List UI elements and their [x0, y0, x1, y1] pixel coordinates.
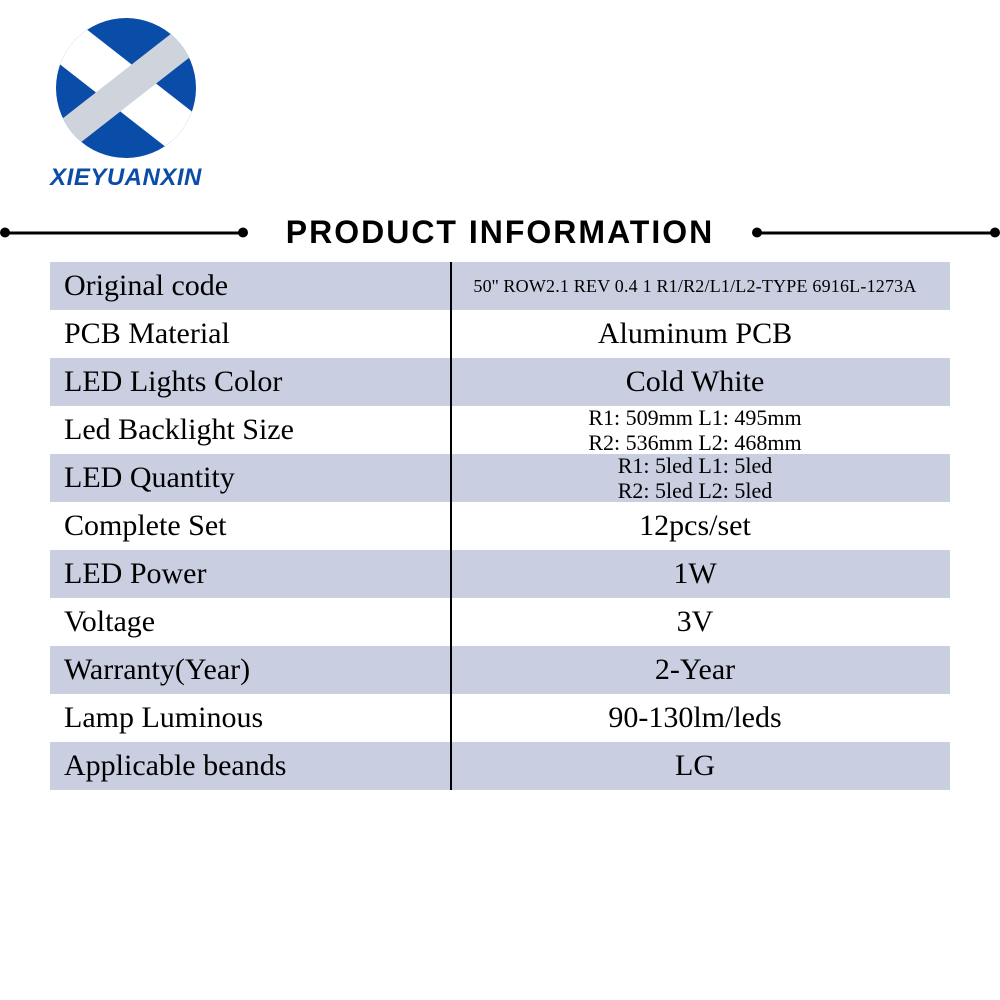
- spec-value: 3V: [450, 606, 950, 638]
- spec-label: Led Backlight Size: [50, 413, 450, 447]
- spec-value: 1W: [450, 558, 950, 590]
- table-row: LED Lights ColorCold White: [50, 358, 950, 406]
- brand-name: XIEYUANXIN: [36, 164, 216, 192]
- logo-circle: ✦: [56, 18, 196, 158]
- spec-value-line: R1: 5led L1: 5led: [450, 454, 940, 477]
- spec-value: LG: [450, 750, 950, 782]
- spec-value: 90-130lm/leds: [450, 702, 950, 734]
- table-row: PCB MaterialAluminum PCB: [50, 310, 950, 358]
- spec-value: Aluminum PCB: [450, 318, 950, 350]
- brand-logo-block: ✦ XIEYUANXIN: [36, 18, 216, 192]
- logo-star-icon: ✦: [82, 46, 97, 67]
- table-row: Voltage3V: [50, 598, 950, 646]
- table-row: Applicable beandsLG: [50, 742, 950, 790]
- table-row: Complete Set12pcs/set: [50, 502, 950, 550]
- spec-label: Lamp Luminous: [50, 701, 450, 735]
- spec-value-line: R1: 509mm L1: 495mm: [450, 406, 940, 429]
- spec-label: LED Power: [50, 557, 450, 591]
- section-title: PRODUCT INFORMATION: [268, 214, 732, 251]
- spec-label: PCB Material: [50, 317, 450, 351]
- spec-value: R1: 509mm L1: 495mmR2: 536mm L2: 468mm: [450, 406, 950, 453]
- table-row: LED Power1W: [50, 550, 950, 598]
- section-header: PRODUCT INFORMATION: [0, 214, 1000, 251]
- spec-label: Original code: [50, 269, 450, 303]
- header-rule-right: [754, 231, 998, 234]
- spec-label: Applicable beands: [50, 749, 450, 783]
- spec-label: Complete Set: [50, 509, 450, 543]
- header-rule-left: [2, 231, 246, 234]
- spec-label: LED Quantity: [50, 461, 450, 495]
- table-row: Warranty(Year)2-Year: [50, 646, 950, 694]
- spec-value: R1: 5led L1: 5ledR2: 5led L2: 5led: [450, 454, 950, 501]
- column-divider: [450, 262, 452, 790]
- spec-value: Cold White: [450, 366, 950, 398]
- table-row: Lamp Luminous90-130lm/leds: [50, 694, 950, 742]
- spec-value-line: R2: 536mm L2: 468mm: [450, 431, 940, 454]
- spec-value: 2-Year: [450, 654, 950, 686]
- spec-value: 12pcs/set: [450, 510, 950, 542]
- spec-value-line: R2: 5led L2: 5led: [450, 479, 940, 502]
- spec-label: Voltage: [50, 605, 450, 639]
- table-row: Led Backlight SizeR1: 509mm L1: 495mmR2:…: [50, 406, 950, 454]
- logo-x-mark: [56, 18, 196, 158]
- spec-table: Original code50'' ROW2.1 REV 0.4 1 R1/R2…: [50, 262, 950, 790]
- table-row: Original code50'' ROW2.1 REV 0.4 1 R1/R2…: [50, 262, 950, 310]
- spec-value: 50'' ROW2.1 REV 0.4 1 R1/R2/L1/L2-TYPE 6…: [450, 277, 950, 296]
- spec-label: Warranty(Year): [50, 653, 450, 687]
- spec-label: LED Lights Color: [50, 365, 450, 399]
- table-row: LED QuantityR1: 5led L1: 5ledR2: 5led L2…: [50, 454, 950, 502]
